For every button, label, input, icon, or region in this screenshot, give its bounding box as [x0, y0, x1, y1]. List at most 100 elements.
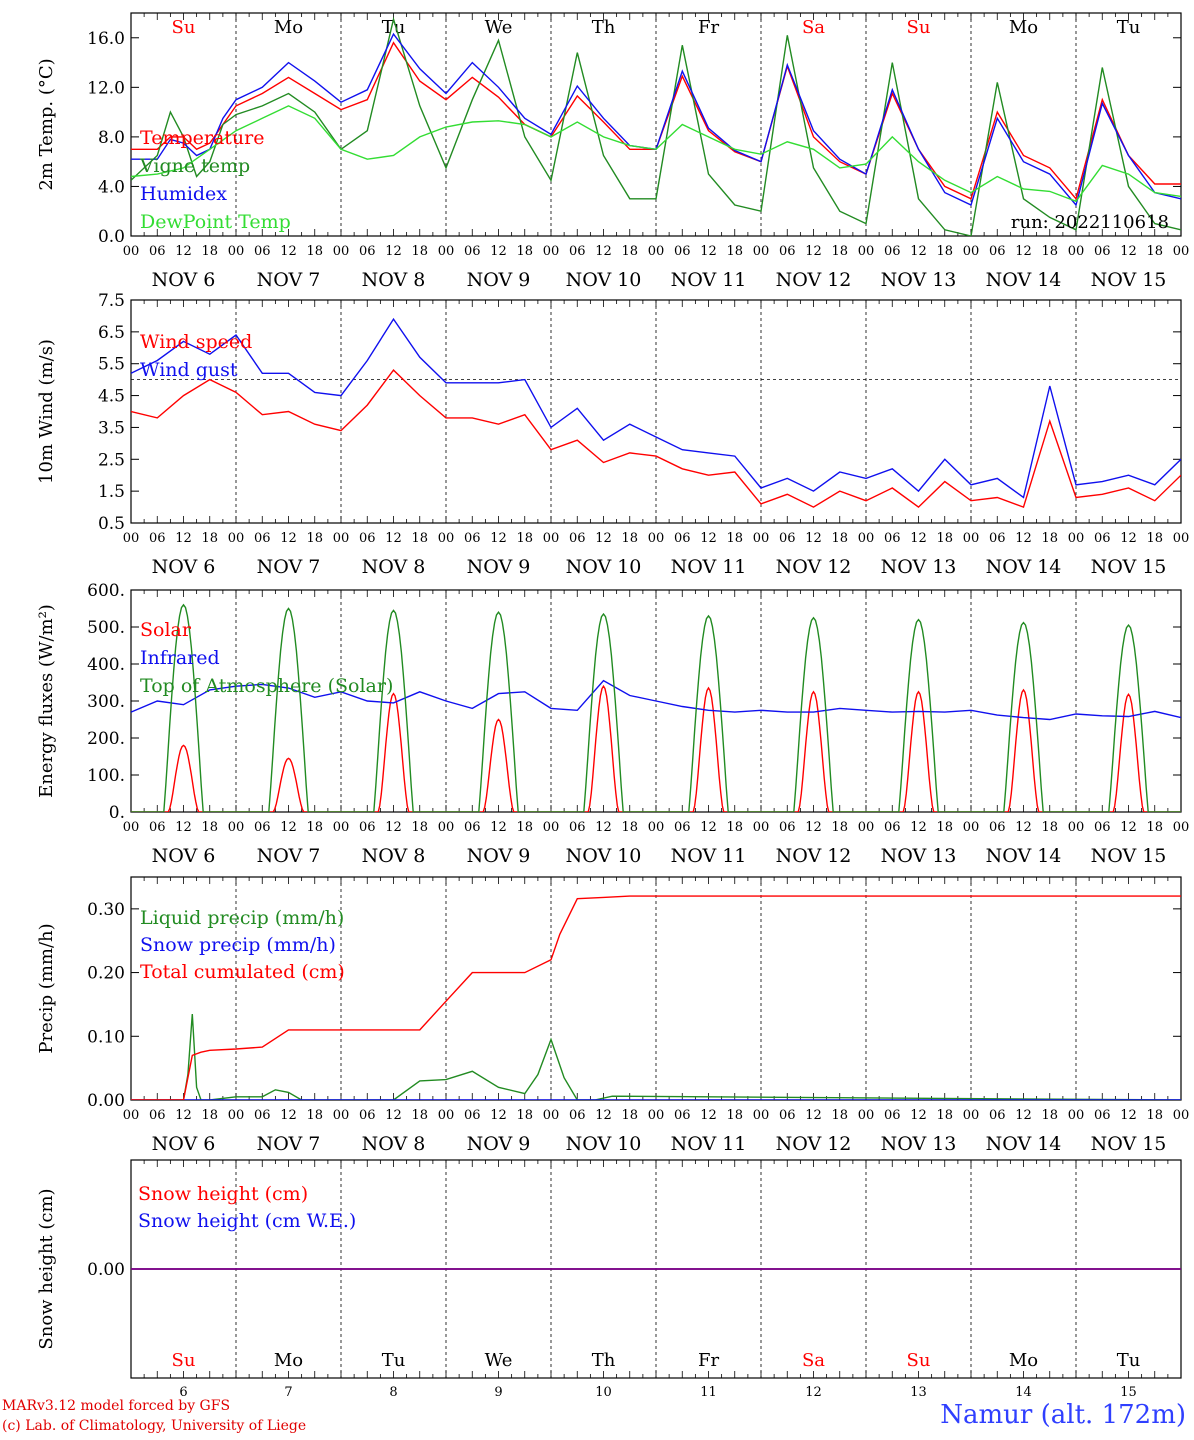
hour-tick-label: 12 — [385, 244, 402, 259]
hour-tick-label: 06 — [464, 244, 481, 259]
date-label: NOV 11 — [671, 556, 747, 578]
hour-tick-label: 00 — [963, 531, 980, 546]
panel-2: 0.5 1.5 2.5 3.5 4.5 5.5 6.5 7.5 10m Wind (m/s) Wi… — [36, 291, 1189, 578]
date-label: NOV 15 — [1091, 845, 1167, 867]
hour-tick-label: 00 — [963, 1108, 980, 1123]
hour-tick-label: 00 — [228, 244, 245, 259]
lab-credit: (c) Lab. of Climatology, University of L… — [2, 1418, 307, 1434]
hour-tick-label: 06 — [254, 531, 271, 546]
hour-tick-label: 00 — [1068, 531, 1085, 546]
hour-tick-label: 06 — [569, 244, 586, 259]
hour-tick-label: 00 — [1173, 1108, 1190, 1123]
hour-tick-label: 00 — [1068, 820, 1085, 835]
date-label: NOV 7 — [257, 269, 321, 291]
hour-tick-label: 00 — [228, 1108, 245, 1123]
date-label: NOV 11 — [671, 269, 747, 291]
date-label: NOV 8 — [362, 1133, 426, 1155]
hour-tick-label: 00 — [648, 1108, 665, 1123]
hour-tick-label: 06 — [779, 1108, 796, 1123]
series-line — [131, 32, 1181, 207]
hour-tick-label: 00 — [1173, 820, 1190, 835]
hour-tick-label: 00 — [543, 244, 560, 259]
hour-tick-label: 18 — [936, 820, 953, 835]
hour-tick-label: 18 — [1146, 820, 1163, 835]
date-label: NOV 12 — [776, 556, 852, 578]
date-label: NOV 7 — [257, 1133, 321, 1155]
series-line — [131, 684, 1181, 812]
hour-tick-label: 00 — [858, 531, 875, 546]
hour-tick-label: 06 — [359, 820, 376, 835]
series-line — [131, 41, 1181, 201]
y-tick-label: 600. — [87, 581, 125, 601]
day-number: 9 — [494, 1385, 502, 1400]
hour-tick-label: 18 — [1041, 820, 1058, 835]
date-label: NOV 10 — [566, 845, 642, 867]
hour-tick-label: 12 — [910, 531, 927, 546]
y-tick-label: 0.10 — [87, 1027, 125, 1047]
hour-tick-label: 12 — [1015, 820, 1032, 835]
date-label: NOV 6 — [152, 1133, 216, 1155]
date-label: NOV 8 — [362, 269, 426, 291]
hour-tick-label: 12 — [175, 244, 192, 259]
series-line — [131, 317, 1181, 499]
plot-frame — [130, 12, 1182, 237]
series-line — [131, 895, 1181, 1100]
legend-entry: Solar — [140, 619, 192, 641]
hour-tick-label: 12 — [805, 244, 822, 259]
hour-tick-label: 18 — [1146, 244, 1163, 259]
y-tick-label: 0.00 — [87, 1091, 125, 1111]
hour-tick-label: 18 — [1146, 1108, 1163, 1123]
y-axis-label: Snow height (cm) — [36, 1188, 57, 1349]
hour-tick-label: 12 — [805, 1108, 822, 1123]
y-tick-label: 500. — [87, 618, 125, 638]
hour-tick-label: 06 — [359, 244, 376, 259]
y-axis-label: Energy fluxes (W/m²) — [36, 604, 57, 798]
hour-tick-label: 06 — [254, 244, 271, 259]
y-tick-label: 300. — [87, 692, 125, 712]
hour-tick-label: 12 — [1120, 820, 1137, 835]
hour-tick-label: 18 — [201, 244, 218, 259]
hour-tick-label: 00 — [543, 531, 560, 546]
hour-tick-label: 06 — [254, 1108, 271, 1123]
y-tick-label: 1.5 — [98, 482, 125, 502]
hour-tick-label: 12 — [1120, 531, 1137, 546]
y-tick-label: 16.0 — [87, 29, 125, 49]
hour-tick-label: 18 — [411, 820, 428, 835]
hour-tick-label: 06 — [464, 820, 481, 835]
hour-tick-label: 12 — [385, 820, 402, 835]
hour-tick-label: 18 — [516, 1108, 533, 1123]
day-number: 15 — [1120, 1385, 1137, 1400]
hour-tick-label: 12 — [385, 1108, 402, 1123]
hour-tick-label: 18 — [621, 531, 638, 546]
hour-tick-label: 00 — [123, 531, 140, 546]
hour-tick-label: 06 — [464, 1108, 481, 1123]
hour-tick-label: 18 — [1146, 531, 1163, 546]
hour-tick-label: 12 — [595, 1108, 612, 1123]
hour-tick-label: 00 — [858, 820, 875, 835]
hour-tick-label: 12 — [910, 244, 927, 259]
hour-tick-label: 06 — [674, 820, 691, 835]
day-number: 13 — [910, 1385, 927, 1400]
hour-tick-label: 00 — [438, 1108, 455, 1123]
hour-tick-label: 18 — [936, 1108, 953, 1123]
hour-tick-label: 00 — [648, 244, 665, 259]
y-axis-label: 2m Temp. (°C) — [36, 58, 57, 190]
panel-1: 0.0 4.0 8.0 12.0 16.0 2m Temp. (°C) Su Mo Tu We Th… — [36, 12, 1189, 291]
hour-tick-label: 06 — [779, 820, 796, 835]
hour-tick-label: 18 — [306, 531, 323, 546]
day-number: 8 — [389, 1385, 397, 1400]
day-name: Tu — [382, 1350, 406, 1371]
hour-tick-label: 18 — [831, 1108, 848, 1123]
hour-tick-label: 12 — [595, 820, 612, 835]
hour-tick-label: 00 — [753, 1108, 770, 1123]
legend-entry: Wind gust — [140, 359, 238, 381]
hour-tick-label: 18 — [1041, 531, 1058, 546]
day-number: 7 — [284, 1385, 292, 1400]
hour-tick-label: 12 — [700, 820, 717, 835]
hour-tick-label: 00 — [543, 820, 560, 835]
hour-tick-label: 00 — [123, 1108, 140, 1123]
hour-tick-label: 06 — [569, 820, 586, 835]
day-number: 11 — [700, 1385, 717, 1400]
day-name: Sa — [802, 1350, 825, 1371]
y-tick-label: 8.0 — [98, 128, 125, 148]
